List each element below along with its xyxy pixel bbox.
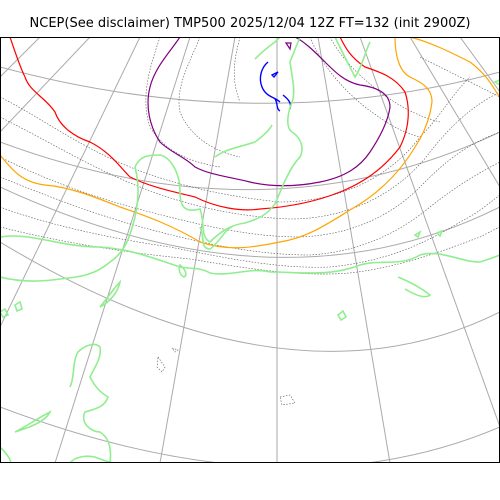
isotherm-orange (0, 37, 500, 249)
meridian-line (409, 37, 500, 188)
map-title: NCEP(See disclaimer) TMP500 2025/12/04 1… (29, 16, 471, 31)
meridian-line (459, 37, 500, 93)
isotherm-red (9, 37, 409, 211)
isotherm-minor (0, 226, 500, 275)
coastline (14, 300, 23, 313)
isotherm-purple (147, 37, 391, 187)
latitude-circle (0, 241, 500, 352)
isotherm-minor (0, 76, 471, 203)
isotherm-minor (329, 37, 441, 123)
coastline (99, 279, 122, 308)
coastline (214, 124, 273, 158)
isotherm-minor (156, 356, 166, 373)
graticule-lines (0, 37, 500, 463)
coastline (69, 343, 112, 463)
map-panel (0, 37, 500, 463)
isotherm-minor (145, 37, 221, 168)
coastline (0, 307, 10, 318)
coastline (413, 230, 422, 239)
coastline (334, 37, 371, 79)
meridian-line (159, 37, 236, 463)
isotherm-minor (171, 347, 179, 353)
coastline (0, 37, 303, 282)
latitude-circle (0, 406, 500, 463)
meridian-line (0, 37, 91, 133)
isotherm-minor (279, 394, 296, 406)
coastline (199, 226, 233, 250)
coastline (397, 276, 432, 298)
coastline (178, 263, 187, 278)
meridian-line (0, 37, 41, 78)
isotherm-blue (259, 61, 292, 112)
coastline (435, 229, 444, 238)
isotherm-minor (0, 194, 500, 268)
coastline (69, 455, 116, 463)
latitude-circle (0, 66, 500, 104)
isotherm-minor (233, 37, 241, 103)
coastline (336, 309, 348, 322)
isotherm-minor (178, 37, 241, 158)
meridian-line (317, 37, 391, 463)
coastline (0, 410, 52, 463)
isotherm-minor (0, 91, 500, 220)
coastline (254, 37, 281, 60)
coastline (0, 235, 500, 275)
latitude-circle (0, 131, 500, 191)
coastline (493, 79, 500, 86)
meridian-line (359, 37, 500, 428)
meridian-line (0, 37, 141, 328)
coastlines (0, 37, 500, 463)
isotherm-minor (0, 131, 500, 238)
isotherm-minor (0, 161, 500, 256)
isotherm-minor (419, 56, 500, 98)
